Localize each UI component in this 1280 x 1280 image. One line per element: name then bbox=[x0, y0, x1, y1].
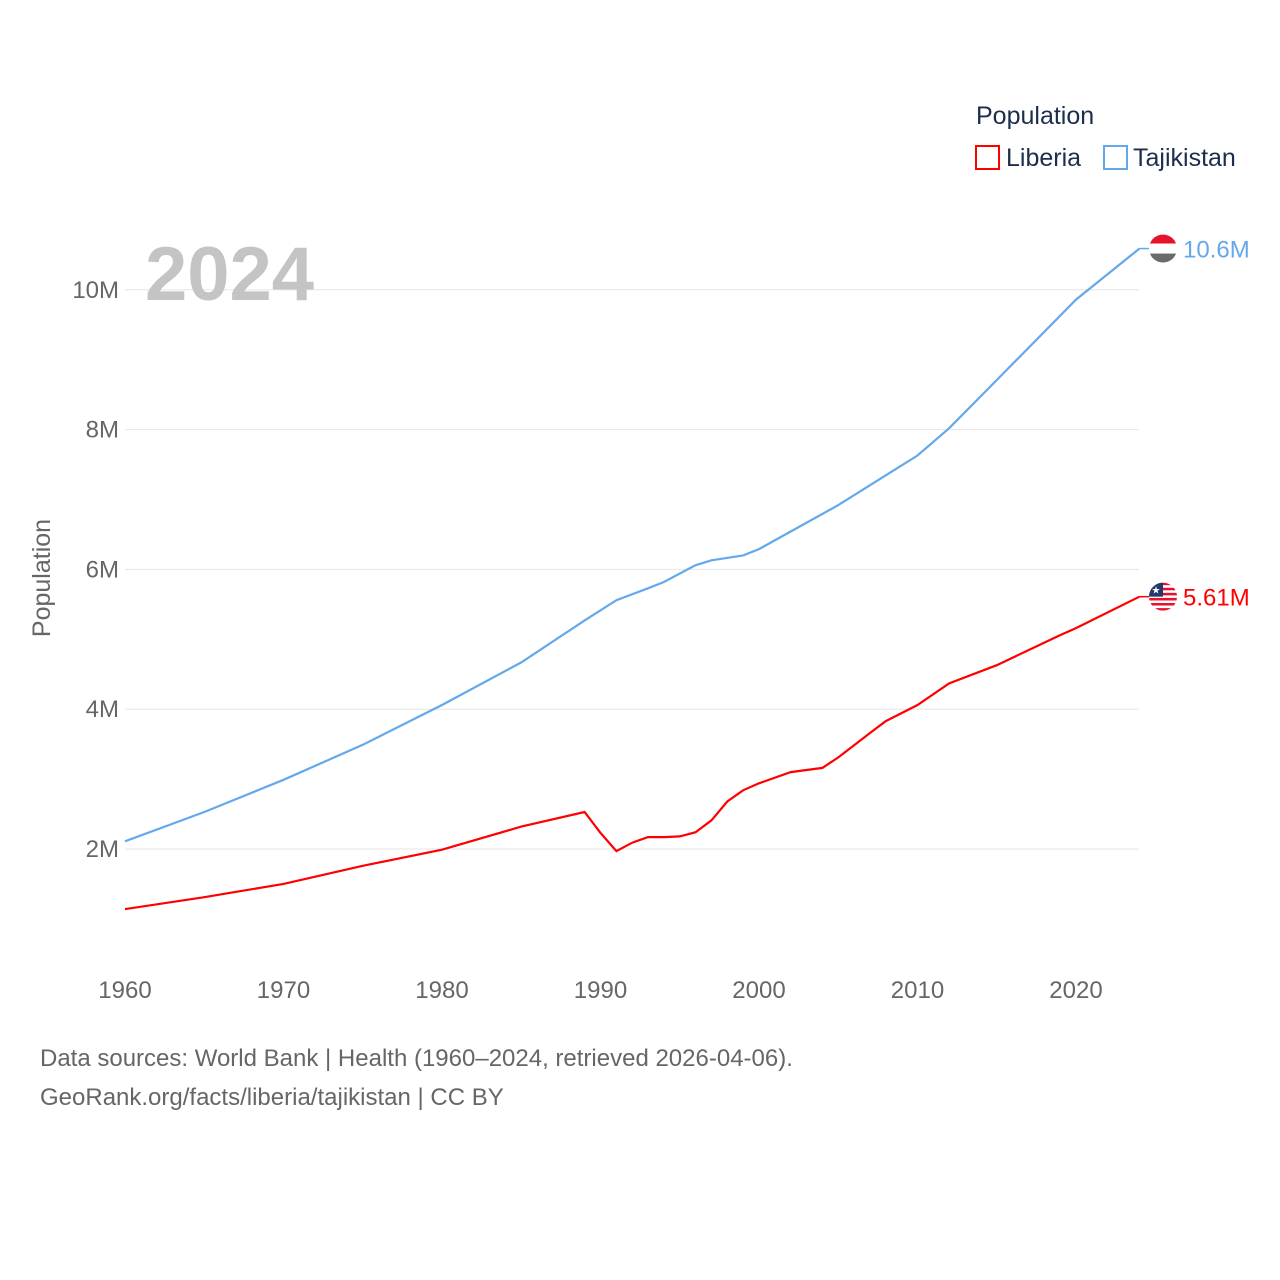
y-axis-ticks: 2M 4M 6M 8M 10M bbox=[72, 277, 119, 863]
end-value-label: 5.61M bbox=[1183, 585, 1250, 612]
x-tick-label: 2000 bbox=[732, 977, 785, 1004]
x-tick-label: 1970 bbox=[257, 977, 310, 1004]
legend-swatch-tajikistan[interactable] bbox=[1103, 145, 1128, 170]
series-line-liberia[interactable] bbox=[124, 595, 1140, 911]
end-value-label: 10.6M bbox=[1183, 237, 1250, 264]
legend-label-liberia[interactable]: Liberia bbox=[1006, 144, 1081, 172]
y-tick-label: 10M bbox=[72, 277, 119, 304]
footer-sources: Data sources: World Bank | Health (1960–… bbox=[40, 1045, 793, 1072]
legend-title: Population bbox=[976, 102, 1094, 130]
series-lines bbox=[124, 247, 1141, 911]
x-tick-label: 1990 bbox=[574, 977, 627, 1004]
footer-link[interactable]: GeoRank.org/facts/liberia/tajikistan | C… bbox=[40, 1084, 504, 1111]
legend-swatch-liberia[interactable] bbox=[975, 145, 1000, 170]
y-tick-label: 4M bbox=[86, 696, 119, 723]
y-tick-label: 6M bbox=[86, 556, 119, 583]
liberia-flag-icon: ★ bbox=[1149, 582, 1177, 611]
legend-label-tajikistan[interactable]: Tajikistan bbox=[1133, 144, 1236, 172]
x-tick-label: 2010 bbox=[891, 977, 944, 1004]
tajikistan-flag-icon bbox=[1149, 234, 1177, 263]
y-tick-label: 8M bbox=[86, 417, 119, 444]
y-tick-label: 2M bbox=[86, 836, 119, 863]
y-axis-label: Population bbox=[28, 519, 56, 637]
x-tick-label: 1960 bbox=[98, 977, 151, 1004]
x-tick-label: 2020 bbox=[1049, 977, 1102, 1004]
year-label: 2024 bbox=[145, 232, 314, 317]
svg-text:★: ★ bbox=[1152, 586, 1161, 597]
x-axis-ticks: 1960 1970 1980 1990 2000 2010 2020 bbox=[98, 977, 1102, 1004]
end-labels: ★ 5.61M 10.6M bbox=[1139, 234, 1250, 612]
series-line-tajikistan[interactable] bbox=[124, 247, 1141, 843]
x-tick-label: 1980 bbox=[415, 977, 468, 1004]
grid-lines bbox=[125, 289, 1139, 850]
